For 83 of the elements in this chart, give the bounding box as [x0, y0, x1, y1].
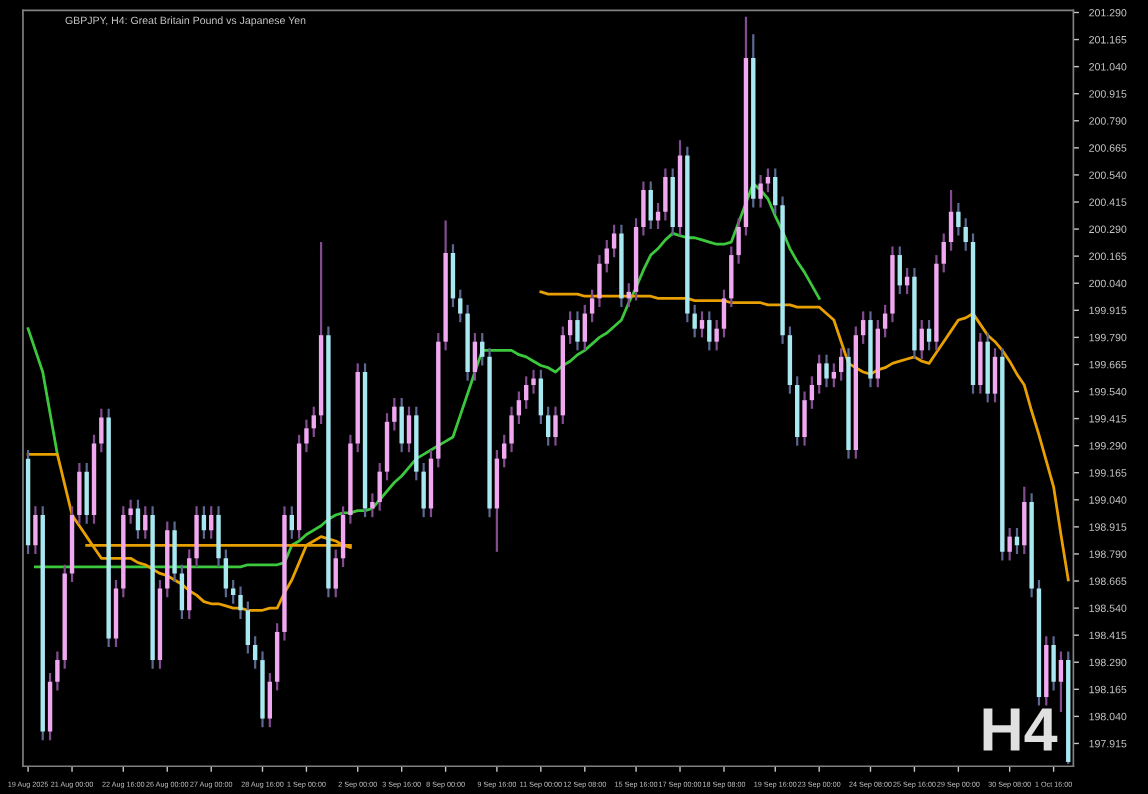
candlestick	[377, 461, 382, 512]
candlestick	[758, 173, 763, 209]
candlestick	[450, 243, 456, 309]
candlestick	[567, 310, 573, 345]
candlestick	[604, 238, 609, 274]
candlestick	[648, 180, 653, 231]
candlestick	[831, 362, 837, 389]
candlestick	[333, 548, 338, 599]
candlestick	[238, 585, 243, 621]
candlestick	[201, 505, 207, 540]
candlestick	[882, 303, 888, 339]
candlestick	[729, 245, 734, 309]
candlestick	[611, 223, 617, 259]
candlestick	[699, 310, 705, 339]
candlestick	[84, 461, 89, 525]
candlestick	[216, 505, 221, 569]
candlestick	[773, 167, 778, 216]
annotation: H4	[983, 708, 1058, 751]
candlestick	[1022, 485, 1027, 556]
candlestick	[480, 331, 485, 367]
candlestick	[370, 492, 375, 519]
candlestick	[545, 405, 551, 447]
candlestick	[392, 396, 397, 432]
candlestick	[135, 498, 141, 540]
candlestick	[948, 188, 954, 252]
candlestick	[860, 310, 866, 345]
candlestick	[721, 288, 727, 339]
candlestick	[340, 505, 346, 569]
candlestick	[128, 498, 133, 525]
candlestick	[824, 353, 829, 389]
candlestick	[817, 353, 822, 395]
candlestick	[33, 505, 38, 556]
line-series	[26, 327, 59, 456]
candlestick	[421, 461, 426, 519]
candlestick	[406, 405, 412, 454]
candlestick	[77, 461, 82, 525]
candlestick	[179, 563, 185, 621]
candlestick	[304, 418, 309, 454]
candlestick	[641, 180, 646, 237]
candlestick	[809, 375, 815, 410]
candlestick	[1051, 635, 1056, 692]
candlestick	[472, 331, 478, 382]
candlestick	[802, 390, 807, 447]
candlestick	[458, 288, 463, 324]
candlestick	[1007, 526, 1012, 562]
candlestick	[99, 407, 104, 454]
candlestick	[289, 505, 294, 540]
candlestick	[589, 288, 595, 324]
candlestick	[55, 650, 60, 692]
candlestick	[267, 671, 273, 729]
candlestick	[707, 310, 712, 352]
candlestick	[597, 253, 602, 309]
candlestick	[194, 505, 199, 569]
candlestick	[531, 368, 536, 395]
candlestick	[509, 405, 514, 454]
candlestick	[399, 396, 404, 454]
candlestick	[209, 505, 214, 540]
candlestick	[553, 405, 558, 447]
candlestick	[963, 217, 968, 252]
candlestick	[926, 318, 932, 352]
candlestick	[765, 167, 771, 194]
candlestick	[245, 600, 251, 655]
candlestick	[582, 303, 587, 352]
candlestick	[941, 232, 946, 274]
candlestick	[172, 520, 177, 584]
candlestick	[736, 217, 741, 265]
candlestick	[838, 347, 844, 382]
candlestick	[516, 390, 522, 426]
candlestick	[1058, 650, 1064, 714]
candlestick	[311, 405, 316, 439]
candlestick	[692, 303, 697, 339]
candlestick	[992, 347, 998, 404]
candlestick	[502, 433, 507, 469]
candlestick	[252, 635, 258, 670]
candlestick	[956, 201, 961, 237]
candlestick	[524, 375, 529, 410]
candlestick	[143, 505, 148, 540]
candlestick	[897, 245, 902, 296]
candlestick	[663, 167, 668, 222]
candlestick	[714, 318, 719, 352]
candlestick	[223, 548, 229, 599]
candlestick	[575, 310, 580, 352]
candlestick	[978, 331, 983, 395]
